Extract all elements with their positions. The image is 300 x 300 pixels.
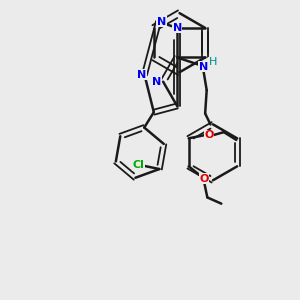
- Text: N: N: [199, 62, 208, 72]
- Text: N: N: [157, 17, 166, 27]
- Text: O: O: [200, 174, 209, 184]
- Text: N: N: [137, 70, 146, 80]
- Text: H: H: [209, 57, 217, 67]
- Text: N: N: [172, 23, 182, 33]
- Text: O: O: [204, 130, 214, 140]
- Text: Cl: Cl: [132, 160, 144, 170]
- Text: N: N: [152, 77, 162, 87]
